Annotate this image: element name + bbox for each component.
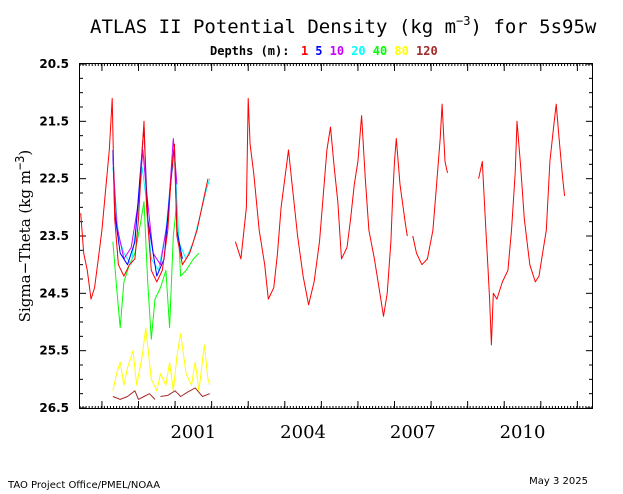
chart-title: ATLAS II Potential Density (kg m−3) for … [90, 14, 597, 38]
footer-credit: TAO Project Office/PMEL/NOAA [7, 480, 160, 491]
x-tick-label: 2010 [500, 422, 546, 443]
plot-frame [79, 63, 593, 409]
depth-legend-label: Depths (m): [210, 44, 289, 58]
series-layer [80, 97, 566, 400]
legend-entry-5: 5 [315, 44, 322, 58]
legend-entry-10: 10 [330, 44, 344, 58]
x-tick-label: 2001 [170, 422, 216, 443]
legend-entry-80: 80 [394, 44, 408, 58]
y-tick-label: 20.5 [39, 57, 69, 71]
y-tick-label: 24.5 [39, 286, 69, 300]
y-tick-label: 25.5 [39, 344, 69, 358]
svg-text:Sigma−Theta (kg m−3): Sigma−Theta (kg m−3) [13, 150, 34, 323]
x-tick-labels: 2001 2004 2007 2010 [170, 422, 545, 443]
y-tick-labels: 20.5 21.5 22.5 23.5 24.5 25.5 26.5 [39, 57, 69, 415]
axis-ticks [79, 63, 593, 409]
series-120m-segment-1 [160, 387, 210, 397]
series-40m-segment-0 [112, 201, 200, 340]
series-1m-segment-1 [234, 97, 408, 317]
y-tick-label: 26.5 [39, 401, 69, 415]
legend-entry-20: 20 [351, 44, 365, 58]
x-tick-label: 2004 [280, 422, 326, 443]
x-tick-label: 2007 [390, 422, 436, 443]
legend-entry-40: 40 [373, 44, 387, 58]
y-tick-label: 22.5 [39, 172, 69, 186]
series-1m-segment-0 [80, 97, 209, 300]
legend-entry-120: 120 [416, 44, 438, 58]
series-1m-segment-3 [478, 103, 566, 346]
depth-legend: Depths (m): 1 5 10 20 40 80 120 [210, 44, 438, 58]
series-120m-segment-0 [112, 390, 156, 400]
y-tick-label: 21.5 [39, 114, 69, 128]
y-tick-label: 23.5 [39, 229, 69, 243]
y-axis-label: Sigma−Theta (kg m−3) [13, 150, 34, 323]
series-80m-segment-0 [112, 327, 211, 392]
footer-date: May 3 2025 [529, 476, 588, 487]
series-1m-segment-2 [412, 103, 448, 266]
legend-entry-1: 1 [301, 44, 308, 58]
